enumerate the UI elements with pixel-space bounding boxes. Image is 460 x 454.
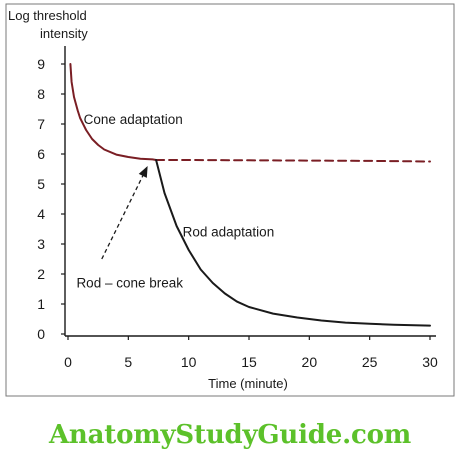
x-tick-label: 10	[181, 354, 197, 370]
cone-adaptation-curve	[69, 63, 158, 161]
y-tick-label: 3	[37, 236, 45, 252]
x-tick-label: 5	[124, 354, 132, 370]
axis-ticks: 0 1 2 3 4 5 6 7 8 9 0 5 10 15 20 25 30	[37, 56, 438, 370]
chart-frame	[5, 3, 455, 397]
y-tick-label: 9	[37, 56, 45, 72]
x-tick-label: 20	[302, 354, 318, 370]
y-tick-label: 2	[37, 266, 45, 282]
cone-adaptation-label: Cone adaptation	[84, 112, 183, 127]
y-tick-label: 6	[37, 146, 45, 162]
rod-adaptation-label: Rod adaptation	[183, 225, 275, 240]
y-axis-label-line2: intensity	[40, 26, 88, 41]
x-axis-label: Time (minute)	[208, 376, 288, 391]
y-tick-label: 1	[37, 296, 45, 312]
y-tick-label: 8	[37, 86, 45, 102]
annotations: Cone adaptation Rod adaptation Rod – cone …	[76, 112, 274, 291]
series-lines	[69, 63, 431, 327]
arrow-head-icon	[138, 166, 148, 178]
y-tick-label: 7	[37, 116, 45, 132]
rod-cone-break-arrow-line	[101, 165, 149, 260]
y-axis-label-line1: Log threshold	[8, 8, 87, 23]
y-tick-label: 0	[37, 326, 45, 342]
y-tick-label: 4	[37, 206, 45, 222]
x-tick-label: 15	[241, 354, 257, 370]
x-tick-label: 30	[422, 354, 438, 370]
rod-cone-break-label: Rod – cone break	[76, 276, 183, 291]
y-tick-label: 5	[37, 176, 45, 192]
x-tick-label: 0	[64, 354, 72, 370]
rod-adaptation-curve	[155, 159, 431, 327]
watermark-text: AnatomyStudyGuide.com	[48, 420, 412, 450]
x-tick-label: 25	[362, 354, 378, 370]
cone-plateau-dashed-line	[155, 159, 431, 163]
dark-adaptation-chart: Log threshold intensity Time (minute) 0 1…	[5, 3, 455, 397]
